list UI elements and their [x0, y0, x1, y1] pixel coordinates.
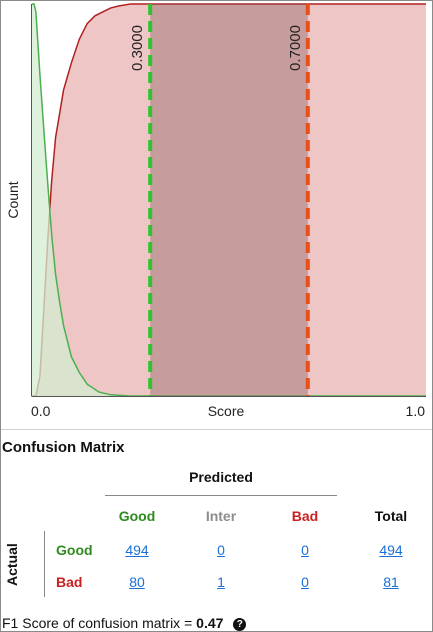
f1-score-value: 0.47: [196, 615, 224, 631]
column-header-inter: Inter: [205, 508, 237, 524]
row-header-good: Good: [56, 542, 93, 558]
score-distribution-chart: 0.3000 0.7000 Count Score 0.0 1.0: [5, 3, 426, 419]
cell-good-inter[interactable]: 0: [217, 542, 225, 558]
y-axis-label: Count: [5, 181, 21, 218]
threshold-band: [150, 4, 308, 396]
f1-score-line: F1 Score of confusion matrix = 0.47 ?: [2, 615, 247, 631]
column-header-bad: Bad: [291, 508, 319, 524]
cell-bad-total[interactable]: 81: [383, 574, 399, 590]
confusion-matrix-title: Confusion Matrix: [2, 439, 125, 456]
good-score-line: [32, 3, 426, 397]
column-header-good: Good: [118, 508, 156, 524]
section-divider: [1, 429, 432, 430]
x-tick-label-min: 0.0: [31, 403, 51, 419]
cell-bad-inter[interactable]: 1: [217, 574, 225, 590]
x-tick-label-max: 1.0: [406, 403, 426, 419]
f1-score-label: F1 Score of confusion matrix: [2, 615, 181, 631]
predicted-axis-label: Predicted: [189, 469, 253, 485]
cell-good-bad[interactable]: 0: [301, 542, 309, 558]
column-header-total: Total: [374, 508, 408, 524]
actual-divider: [44, 531, 45, 597]
cell-bad-good[interactable]: 80: [129, 574, 145, 590]
help-icon[interactable]: ?: [233, 618, 247, 631]
cell-good-total[interactable]: 494: [379, 542, 403, 558]
bad-score-area: [32, 4, 426, 396]
f1-equals-sign: =: [184, 615, 193, 631]
cell-good-good[interactable]: 494: [125, 542, 149, 558]
row-header-bad: Bad: [56, 574, 83, 590]
x-axis-label: Score: [208, 403, 245, 419]
low-threshold-label: 0.3000: [129, 25, 146, 71]
actual-axis-label: Actual: [4, 543, 20, 586]
high-threshold-label: 0.7000: [287, 25, 304, 71]
predicted-divider: [105, 495, 337, 496]
cell-bad-bad[interactable]: 0: [301, 574, 309, 590]
